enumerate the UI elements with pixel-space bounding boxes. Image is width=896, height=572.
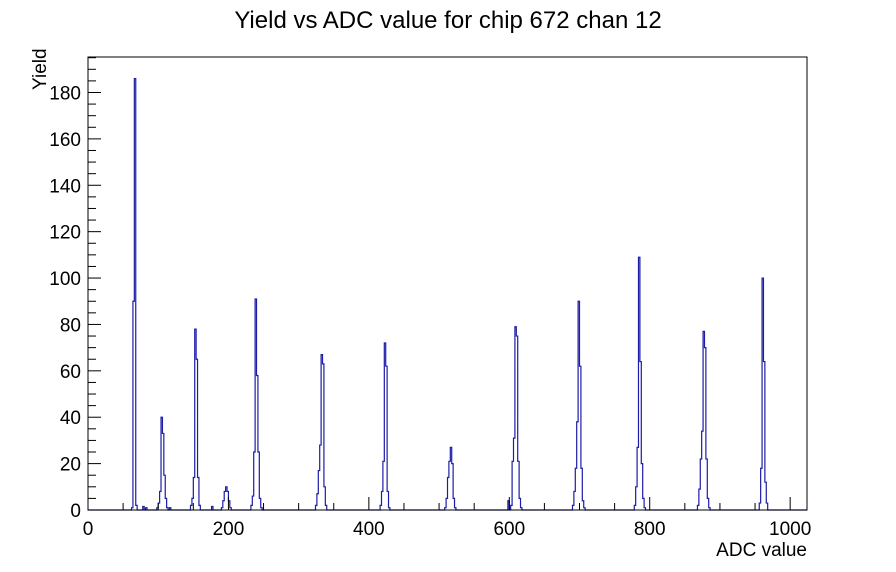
plot-frame xyxy=(87,56,808,511)
x-tick-label: 800 xyxy=(634,519,666,540)
x-tick-label: 600 xyxy=(493,519,525,540)
y-tick-label: 100 xyxy=(49,269,81,290)
y-tick-label: 120 xyxy=(49,223,81,244)
y-tick-label: 180 xyxy=(49,83,81,104)
plot-title: Yield vs ADC value for chip 672 chan 12 xyxy=(234,7,662,34)
y-tick-label: 160 xyxy=(49,130,81,151)
x-tick-label: 0 xyxy=(83,519,94,540)
y-tick-label: 40 xyxy=(60,408,81,429)
y-tick-label: 80 xyxy=(60,315,81,336)
y-tick-label: 0 xyxy=(70,501,81,522)
x-axis-title: ADC value xyxy=(716,540,807,561)
y-tick-label: 20 xyxy=(60,455,81,476)
histogram-line xyxy=(88,77,807,511)
x-tick-label: 1000 xyxy=(769,519,811,540)
x-tick-label: 200 xyxy=(213,519,245,540)
x-tick-label: 400 xyxy=(353,519,385,540)
y-tick-label: 60 xyxy=(60,362,81,383)
y-tick-label: 140 xyxy=(49,176,81,197)
